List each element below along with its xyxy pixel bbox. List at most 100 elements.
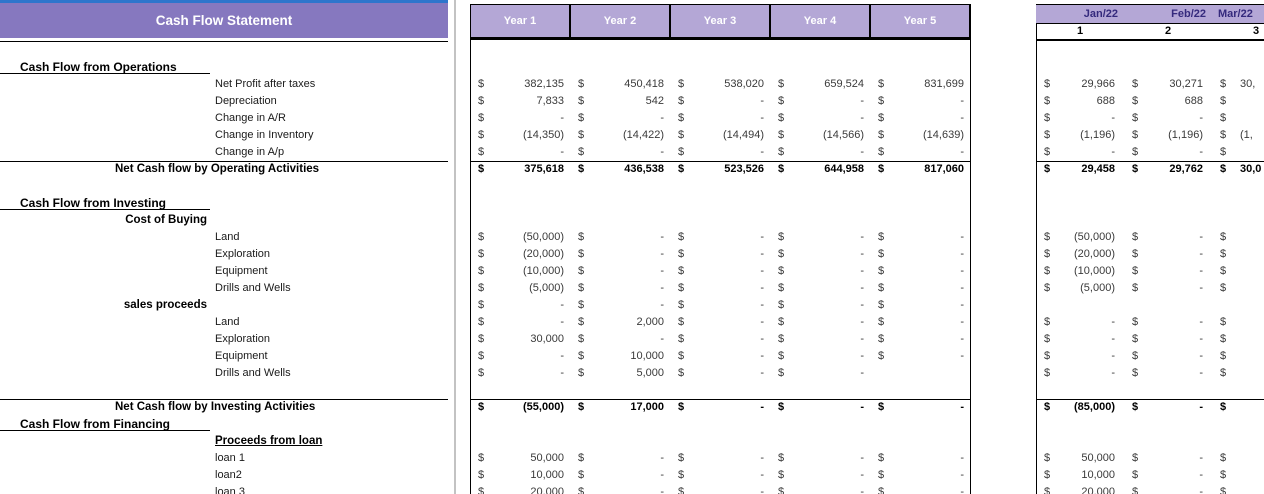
yearly-value-cell[interactable]: $ - bbox=[570, 229, 670, 246]
yearly-value-cell[interactable]: $ - bbox=[870, 110, 970, 127]
yearly-value-cell[interactable]: $ - bbox=[670, 365, 770, 382]
row-label-cell[interactable]: Net Cash flow by Operating Activities bbox=[0, 161, 448, 178]
yearly-value-cell[interactable]: $ - bbox=[770, 450, 870, 467]
yearly-value-cell[interactable]: $ - bbox=[870, 229, 970, 246]
yearly-value-cell[interactable]: $10,000 bbox=[570, 348, 670, 365]
yearly-value-cell[interactable]: $ (10,000) bbox=[470, 263, 570, 280]
yearly-value-cell[interactable]: $ - bbox=[870, 450, 970, 467]
yearly-value-cell[interactable]: $ - bbox=[470, 348, 570, 365]
monthly-value-cell[interactable]: $ bbox=[1212, 467, 1264, 484]
year-header-cell[interactable]: Year 5 bbox=[870, 4, 970, 38]
yearly-value-cell[interactable]: $ - bbox=[670, 467, 770, 484]
monthly-value-cell[interactable]: $29,762 bbox=[1124, 161, 1212, 178]
yearly-value-cell[interactable]: $ - bbox=[770, 314, 870, 331]
monthly-value-cell[interactable]: $ - bbox=[1124, 365, 1212, 382]
monthly-value-cell[interactable]: $ (85,000) bbox=[1036, 399, 1124, 416]
yearly-value-cell[interactable]: $ - bbox=[870, 93, 970, 110]
row-label-cell[interactable]: Net Cash flow by Investing Activities bbox=[0, 399, 448, 416]
monthly-value-cell[interactable]: $688 bbox=[1124, 93, 1212, 110]
monthly-value-cell[interactable]: $ - bbox=[1036, 348, 1124, 365]
row-label-cell[interactable]: Cash Flow from Financing bbox=[0, 416, 448, 433]
yearly-value-cell[interactable]: $20,000 bbox=[470, 484, 570, 494]
yearly-value-cell[interactable]: $ (14,639) bbox=[870, 127, 970, 144]
monthly-value-cell[interactable]: $ - bbox=[1124, 399, 1212, 416]
yearly-value-cell[interactable]: $ - bbox=[670, 484, 770, 494]
row-label-cell[interactable]: Change in A/R bbox=[0, 110, 448, 127]
monthly-value-cell[interactable]: $ - bbox=[1124, 450, 1212, 467]
yearly-value-cell[interactable]: $ - bbox=[670, 263, 770, 280]
yearly-value-cell[interactable]: $ - bbox=[470, 110, 570, 127]
yearly-value-cell[interactable]: $450,418 bbox=[570, 76, 670, 93]
monthly-value-cell[interactable]: $ (20,000) bbox=[1036, 246, 1124, 263]
monthly-value-cell[interactable]: $ - bbox=[1036, 144, 1124, 161]
yearly-value-cell[interactable]: $436,538 bbox=[570, 161, 670, 178]
row-label-cell[interactable]: Exploration bbox=[0, 331, 448, 348]
monthly-value-cell[interactable]: $688 bbox=[1036, 93, 1124, 110]
monthly-value-cell[interactable]: $50,000 bbox=[1036, 450, 1124, 467]
monthly-value-cell[interactable]: $ bbox=[1212, 331, 1264, 348]
year-header-cell[interactable]: Year 4 bbox=[770, 4, 870, 38]
monthly-value-cell[interactable]: $ - bbox=[1036, 314, 1124, 331]
yearly-value-cell[interactable]: $ - bbox=[670, 229, 770, 246]
yearly-value-cell[interactable]: $30,000 bbox=[470, 331, 570, 348]
yearly-value-cell[interactable]: $ - bbox=[770, 467, 870, 484]
yearly-value-cell[interactable]: $ - bbox=[870, 144, 970, 161]
monthly-value-cell[interactable]: $ bbox=[1212, 484, 1264, 494]
monthly-value-cell[interactable]: $ bbox=[1212, 246, 1264, 263]
yearly-value-cell[interactable]: $ - bbox=[570, 331, 670, 348]
yearly-value-cell[interactable]: $ - bbox=[670, 280, 770, 297]
yearly-value-cell[interactable]: $ (50,000) bbox=[470, 229, 570, 246]
row-label-cell[interactable]: loan 3 bbox=[0, 484, 448, 494]
monthly-value-cell[interactable]: $ bbox=[1212, 144, 1264, 161]
row-label-cell[interactable]: Cash Flow from Investing bbox=[0, 195, 448, 212]
yearly-value-cell[interactable]: $ - bbox=[770, 246, 870, 263]
monthly-value-cell[interactable]: $ - bbox=[1036, 110, 1124, 127]
yearly-value-cell[interactable]: $ - bbox=[670, 144, 770, 161]
yearly-value-cell[interactable]: $ - bbox=[870, 246, 970, 263]
yearly-value-cell[interactable]: $ (14,350) bbox=[470, 127, 570, 144]
yearly-value-cell[interactable]: $817,060 bbox=[870, 161, 970, 178]
yearly-value-cell[interactable]: $ - bbox=[670, 399, 770, 416]
yearly-value-cell[interactable]: $ (5,000) bbox=[470, 280, 570, 297]
monthly-value-cell[interactable]: $ - bbox=[1036, 365, 1124, 382]
yearly-value-cell[interactable]: $ - bbox=[870, 467, 970, 484]
monthly-value-cell[interactable]: $ - bbox=[1124, 280, 1212, 297]
monthly-value-cell[interactable]: $ - bbox=[1036, 331, 1124, 348]
monthly-value-cell[interactable]: $ - bbox=[1124, 110, 1212, 127]
month-header-cell[interactable]: Mar/22 bbox=[1218, 8, 1253, 20]
yearly-value-cell[interactable]: $ - bbox=[670, 348, 770, 365]
yearly-value-cell[interactable]: $ - bbox=[670, 110, 770, 127]
monthly-value-cell[interactable]: $ - bbox=[1124, 467, 1212, 484]
yearly-value-cell[interactable]: $542 bbox=[570, 93, 670, 110]
yearly-value-cell[interactable]: $ - bbox=[770, 93, 870, 110]
row-label-cell[interactable]: Net Profit after taxes bbox=[0, 76, 448, 93]
yearly-value-cell[interactable]: $382,135 bbox=[470, 76, 570, 93]
monthly-value-cell[interactable]: $30, bbox=[1212, 76, 1264, 93]
monthly-value-cell[interactable]: $ bbox=[1212, 450, 1264, 467]
row-label-cell[interactable]: Cash Flow from Operations bbox=[0, 59, 448, 76]
yearly-value-cell[interactable]: $ - bbox=[470, 314, 570, 331]
yearly-value-cell[interactable]: $ - bbox=[770, 348, 870, 365]
monthly-value-cell[interactable]: $ bbox=[1212, 93, 1264, 110]
monthly-value-cell[interactable]: $ - bbox=[1124, 331, 1212, 348]
yearly-value-cell[interactable]: $ - bbox=[870, 263, 970, 280]
yearly-value-cell[interactable]: $ - bbox=[570, 297, 670, 314]
yearly-value-cell[interactable]: $ - bbox=[570, 110, 670, 127]
row-label-cell[interactable]: Drills and Wells bbox=[0, 365, 448, 382]
row-label-cell[interactable]: Proceeds from loan bbox=[0, 433, 448, 450]
yearly-value-cell[interactable]: $ - bbox=[770, 365, 870, 382]
yearly-value-cell[interactable]: $ - bbox=[570, 246, 670, 263]
yearly-value-cell[interactable]: $10,000 bbox=[470, 467, 570, 484]
monthly-value-cell[interactable]: $ (50,000) bbox=[1036, 229, 1124, 246]
yearly-value-cell[interactable]: $ - bbox=[770, 144, 870, 161]
monthly-value-cell[interactable]: $ bbox=[1212, 263, 1264, 280]
yearly-value-cell[interactable]: $5,000 bbox=[570, 365, 670, 382]
monthly-value-cell[interactable]: $10,000 bbox=[1036, 467, 1124, 484]
monthly-value-cell[interactable]: $30,0 bbox=[1212, 161, 1264, 178]
yearly-value-cell[interactable]: $50,000 bbox=[470, 450, 570, 467]
yearly-value-cell[interactable]: $ - bbox=[770, 297, 870, 314]
yearly-value-cell[interactable]: $ (55,000) bbox=[470, 399, 570, 416]
pane-split-divider[interactable] bbox=[454, 0, 456, 494]
yearly-value-cell[interactable]: $ - bbox=[570, 144, 670, 161]
monthly-value-cell[interactable]: $ - bbox=[1124, 229, 1212, 246]
